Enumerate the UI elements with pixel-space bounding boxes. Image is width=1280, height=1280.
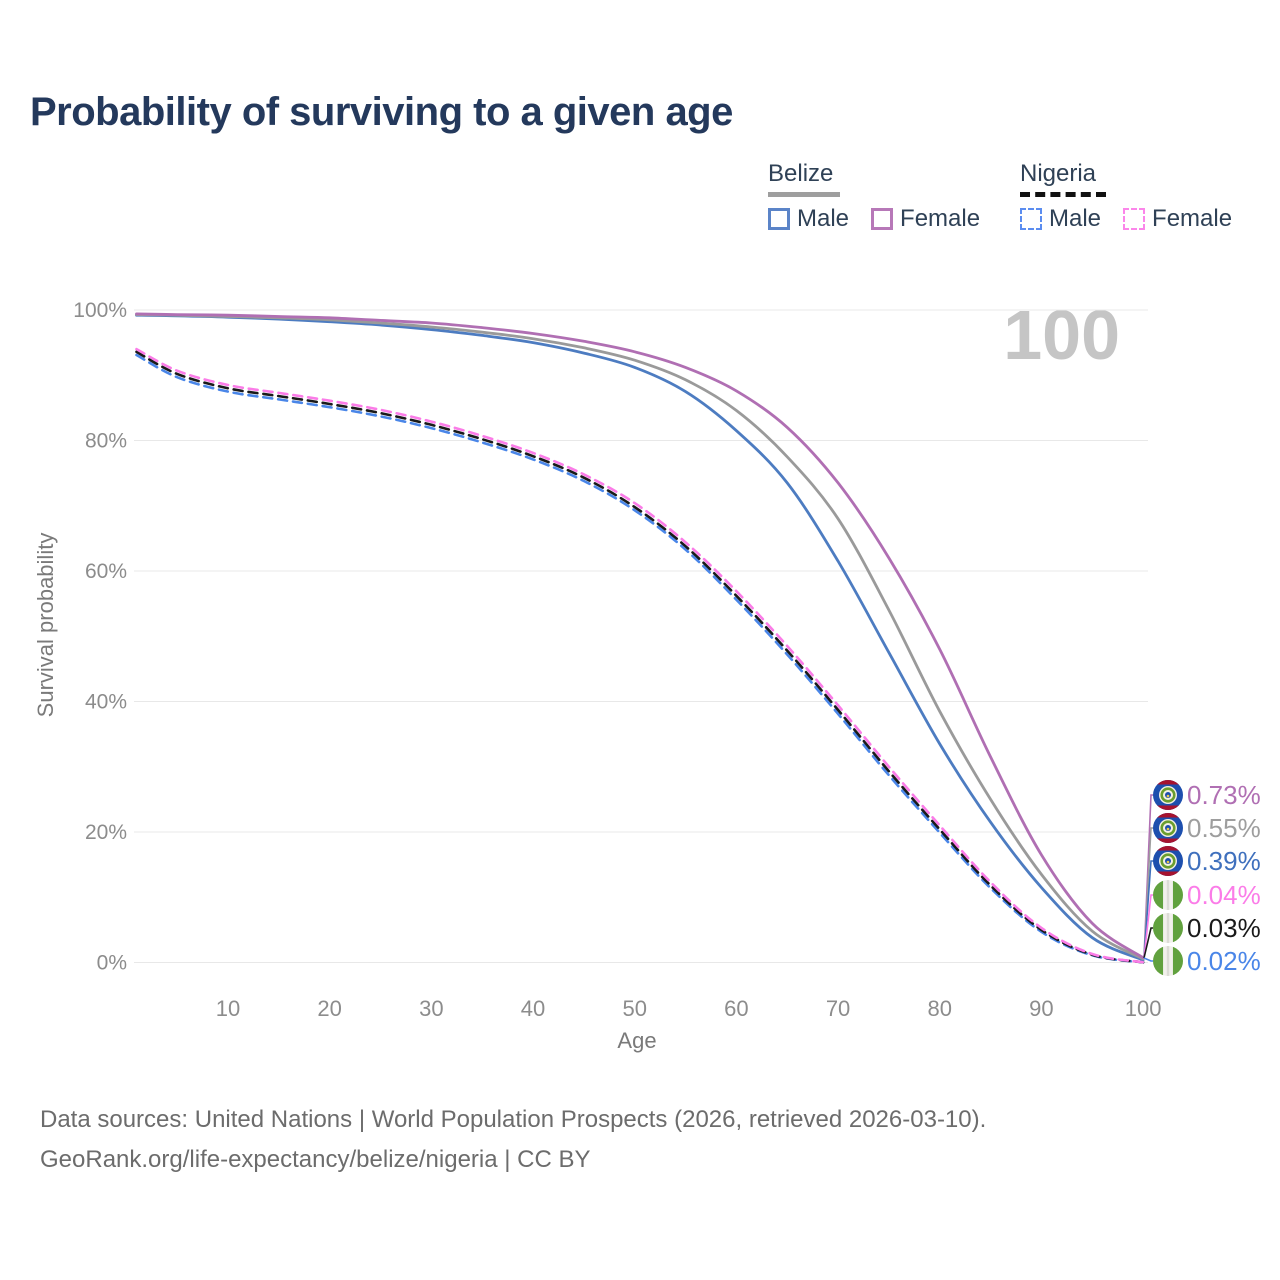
nigeria-female-swatch-icon [1123, 208, 1146, 230]
flag-belize-icon [1153, 813, 1183, 843]
end-label-belize: 0.73% [1153, 780, 1261, 810]
end-label-nigeria: 0.02% [1153, 946, 1261, 976]
legend-linestyle-solid [768, 192, 840, 197]
legend-group-nigeria: Nigeria Male Female [1020, 160, 1232, 233]
y-tick-label: 100% [73, 299, 127, 322]
legend-item-nigeria-male[interactable]: Male [1020, 205, 1101, 233]
end-label-nigeria: 0.03% [1153, 913, 1261, 943]
x-tick-label: 80 [927, 996, 951, 1021]
y-tick-label: 40% [85, 691, 127, 714]
end-label-value: 0.03% [1187, 913, 1261, 943]
y-tick-label: 60% [85, 560, 127, 583]
x-tick-label: 10 [216, 996, 240, 1021]
legend-group-belize: Belize Male Female [768, 160, 980, 233]
x-tick-label: 90 [1029, 996, 1053, 1021]
curve-belize-both [135, 313, 1145, 961]
flag-nigeria-icon [1153, 880, 1183, 910]
x-tick-label: 30 [419, 996, 443, 1021]
curve-belize-male [135, 313, 1145, 962]
end-label-value: 0.55% [1187, 813, 1261, 843]
curve-nigeria-male [135, 353, 1145, 964]
legend-item-label: Female [1152, 205, 1233, 232]
end-label-value: 0.02% [1187, 946, 1261, 976]
belize-female-swatch-icon [871, 208, 894, 230]
legend-item-belize-female[interactable]: Female [871, 205, 980, 233]
x-tick-label: 20 [317, 996, 341, 1021]
nigeria-male-swatch-icon [1020, 208, 1042, 230]
x-axis-title: Age [617, 1028, 657, 1053]
age-counter-watermark: 100 [1003, 296, 1120, 374]
y-tick-label: 0% [97, 952, 127, 975]
legend-item-nigeria-female[interactable]: Female [1123, 205, 1232, 233]
flag-belize-icon [1153, 846, 1183, 876]
curve-nigeria-both [135, 350, 1145, 964]
y-tick-label: 20% [85, 821, 127, 844]
legend-item-belize-male[interactable]: Male [768, 205, 849, 233]
end-label-belize: 0.39% [1153, 846, 1261, 876]
legend-country-belize: Belize [768, 160, 834, 187]
belize-male-swatch-icon [768, 208, 790, 230]
footer-attribution: GeoRank.org/life-expectancy/belize/niger… [40, 1146, 591, 1173]
x-tick-label: 70 [826, 996, 850, 1021]
curve-nigeria-female [135, 347, 1145, 964]
footer-sources: Data sources: United Nations | World Pop… [40, 1106, 987, 1133]
x-tick-label: 50 [622, 996, 646, 1021]
x-tick-label: 60 [724, 996, 748, 1021]
legend-item-label: Female [900, 205, 981, 232]
flag-belize-icon [1153, 780, 1183, 810]
end-label-nigeria: 0.04% [1153, 880, 1261, 910]
legend-country-nigeria: Nigeria [1020, 160, 1097, 187]
legend-item-label: Male [797, 205, 850, 232]
x-tick-label: 100 [1125, 996, 1162, 1021]
end-label-value: 0.04% [1187, 880, 1261, 910]
flag-nigeria-icon [1153, 913, 1183, 943]
x-tick-label: 40 [521, 996, 545, 1021]
legend-linestyle-dashed [1020, 192, 1106, 197]
end-label-value: 0.73% [1187, 780, 1261, 810]
y-axis-title: Survival probability [33, 532, 58, 718]
y-tick-label: 80% [85, 430, 127, 453]
page-title: Probability of surviving to a given age [30, 90, 733, 134]
flag-nigeria-icon [1153, 946, 1183, 976]
end-label-value: 0.39% [1187, 846, 1261, 876]
legend-item-label: Male [1049, 205, 1102, 232]
curve-belize-female [135, 312, 1145, 960]
end-label-belize: 0.55% [1153, 813, 1261, 843]
